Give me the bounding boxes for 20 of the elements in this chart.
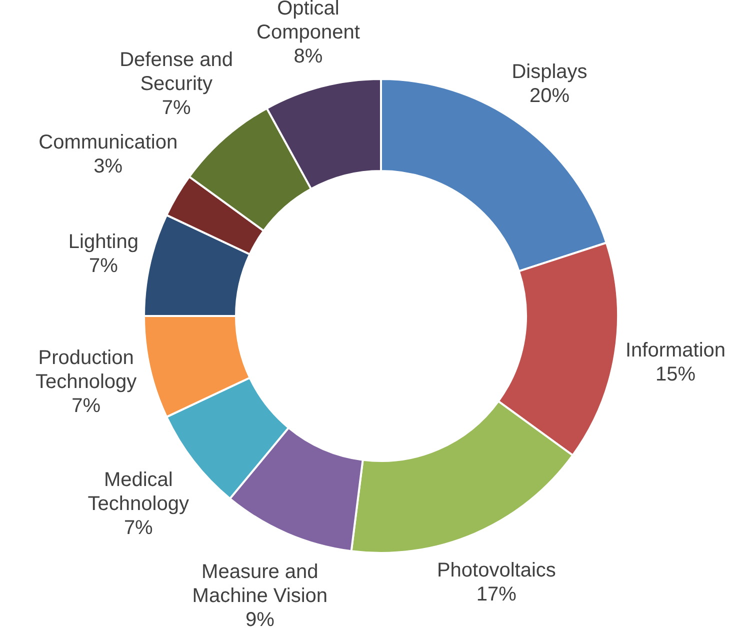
data-label: 20% — [529, 85, 570, 108]
slice-label: Medical Technology — [88, 469, 189, 516]
slice-label: Defense and Security — [120, 48, 234, 95]
slice-label: Production Technology — [35, 346, 137, 393]
slice-label: Information — [625, 340, 726, 362]
data-label: 15% — [655, 364, 696, 386]
data-label: 9% — [245, 608, 275, 631]
data-label: 17% — [476, 584, 517, 606]
slice-label: Lighting — [68, 230, 138, 253]
slice-label: Communication — [38, 132, 178, 154]
slice-label: Optical Component — [256, 0, 360, 44]
data-label: 7% — [88, 254, 118, 277]
data-label: 3% — [94, 156, 123, 178]
data-label: 8% — [294, 45, 323, 68]
slice-label: Photovoltaics — [436, 560, 556, 582]
slice-label: Displays — [512, 61, 588, 84]
data-label: 7% — [72, 394, 101, 417]
data-label: 7% — [124, 517, 154, 540]
slice-label: Measure and Machine Vision — [192, 560, 328, 607]
data-label: 7% — [162, 96, 191, 119]
